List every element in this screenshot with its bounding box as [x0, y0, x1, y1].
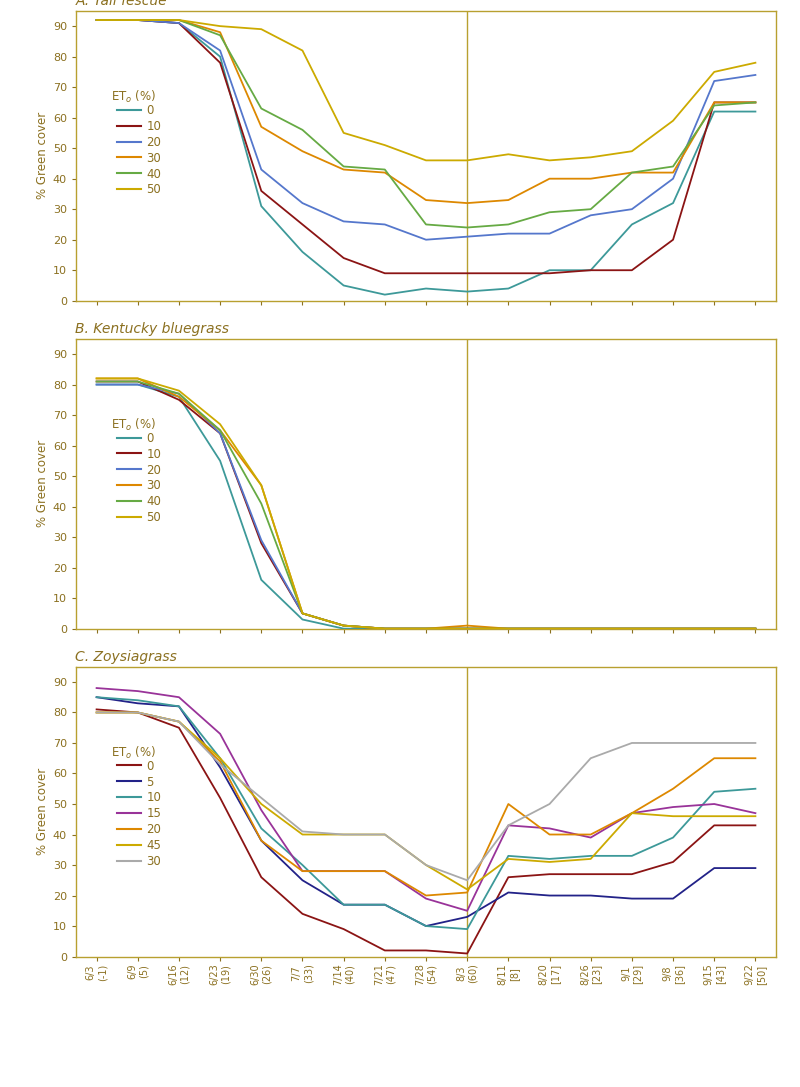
Text: B. Kentucky bluegrass: B. Kentucky bluegrass	[75, 322, 230, 336]
Text: ET$_o$ (%): ET$_o$ (%)	[111, 417, 156, 433]
Y-axis label: % Green cover: % Green cover	[36, 769, 49, 855]
Text: A. Tall fescue: A. Tall fescue	[75, 0, 167, 8]
Text: C. Zoysiagrass: C. Zoysiagrass	[75, 650, 177, 664]
Legend: 0, 10, 20, 30, 40, 50: 0, 10, 20, 30, 40, 50	[117, 432, 162, 524]
Y-axis label: % Green cover: % Green cover	[36, 112, 49, 199]
Text: ET$_o$ (%): ET$_o$ (%)	[111, 89, 156, 105]
Legend: 0, 5, 10, 15, 20, 45, 30: 0, 5, 10, 15, 20, 45, 30	[117, 760, 162, 869]
Y-axis label: % Green cover: % Green cover	[36, 440, 49, 527]
Legend: 0, 10, 20, 30, 40, 50: 0, 10, 20, 30, 40, 50	[117, 103, 162, 197]
Text: ET$_o$ (%): ET$_o$ (%)	[111, 745, 156, 761]
